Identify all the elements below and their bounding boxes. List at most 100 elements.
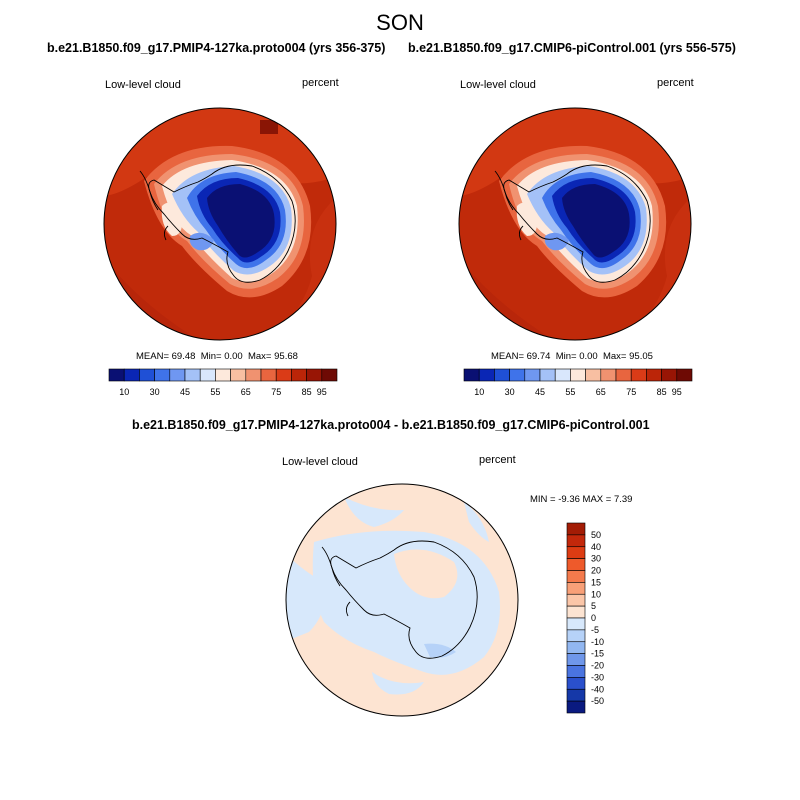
colorbar-swatch [478,368,495,382]
colorbar-swatch [566,665,586,678]
colorbar-swatch [566,570,586,583]
colorbar-swatch [570,368,586,382]
colorbar-tick-label: 40 [591,542,601,552]
colorbar-swatch [154,368,171,382]
right-max-value: 95.05 [629,351,653,362]
colorbar-tick-label: -20 [591,661,604,671]
diff-units-label: percent [479,454,516,466]
colorbar-tick-label: -15 [591,649,604,659]
colorbar-tick-label: 85 [302,387,312,397]
left-units-label: percent [302,77,339,89]
colorbar-swatch [566,629,586,643]
colorbar-swatch [615,368,632,382]
colorbar-swatch [566,653,586,666]
colorbar-swatch [275,368,292,382]
diff-polar-map [285,483,519,717]
colorbar-swatch [509,368,526,382]
colorbar-tick-label: 45 [535,387,545,397]
colorbar-tick-label: -10 [591,637,604,647]
left-max-label: Max= [247,351,272,362]
colorbar-tick-label: 95 [317,387,327,397]
left-polar-map [103,107,337,341]
colorbar-swatch [260,368,277,382]
diff-map-field [286,484,518,716]
colorbar-swatch [566,700,586,714]
colorbar-swatch [245,368,262,382]
right-units-label: percent [657,77,694,89]
colorbar-swatch [539,368,556,382]
colorbar-tick-label: 10 [119,387,129,397]
right-max-label: Max= [602,351,627,362]
colorbar-swatch [566,558,586,571]
left-mean-label: MEAN= [136,351,169,362]
colorbar-tick-label: 30 [505,387,515,397]
colorbar-tick-label: 45 [180,387,190,397]
colorbar-tick-label: 20 [591,566,601,576]
colorbar-swatch [463,368,480,382]
colorbar-swatch [566,605,586,619]
left-min-value: 0.00 [224,351,243,362]
colorbar-swatch [184,368,201,382]
colorbar-swatch [554,368,571,382]
right-map-field [459,108,691,340]
left-max-value: 95.68 [274,351,298,362]
colorbar-swatch [630,368,647,382]
colorbar-tick-label: 10 [474,387,484,397]
colorbar-tick-label: 5 [591,601,596,611]
diff-minmax: MIN = -9.36 MAX = 7.39 [530,494,633,505]
colorbar-tick-label: 75 [271,387,281,397]
colorbar-swatch [291,368,307,382]
left-stats: MEAN= 69.48 Min= 0.00 Max= 95.68 [136,351,298,362]
colorbar-swatch [585,368,602,382]
colorbar-swatch [646,368,662,382]
left-map-field [104,108,336,340]
colorbar-tick-label: -5 [591,625,599,635]
right-colorbar: 10 30 45 55 65 75 85 95 [463,368,693,397]
right-mean-label: MEAN= [491,351,524,362]
colorbar-tick-label: 30 [150,387,160,397]
colorbar-swatch [566,688,586,702]
colorbar-swatch [676,368,693,382]
colorbar-tick-label: 95 [672,387,682,397]
left-colorbar: 10 30 45 55 65 75 85 95 [108,368,338,397]
right-min-label: Min= [555,351,577,362]
colorbar-tick-label: 85 [657,387,667,397]
colorbar-swatch [600,368,617,382]
colorbar-swatch [566,641,586,654]
left-variable-label: Low-level cloud [105,79,181,91]
colorbar-swatch [321,368,338,382]
figure-title: SON [376,10,424,35]
right-stats: MEAN= 69.74 Min= 0.00 Max= 95.05 [491,351,653,362]
colorbar-tick-label: 75 [626,387,636,397]
colorbar-swatch [566,534,586,548]
colorbar-swatch [566,522,586,536]
colorbar-tick-label: 0 [591,613,596,623]
colorbar-swatch [108,368,125,382]
right-polar-map [458,107,692,341]
colorbar-tick-label: -30 [591,672,604,682]
right-variable-label: Low-level cloud [460,79,536,91]
colorbar-swatch [524,368,541,382]
right-panel-title: b.e21.B1850.f09_g17.CMIP6-piControl.001 … [408,41,736,55]
colorbar-tick-label: 15 [591,577,601,587]
colorbar-swatch [306,368,323,382]
colorbar-swatch [566,677,586,690]
colorbar-swatch [215,368,231,382]
colorbar-tick-label: 65 [241,387,251,397]
colorbar-swatch [230,368,247,382]
diff-variable-label: Low-level cloud [282,456,358,468]
colorbar-swatch [661,368,678,382]
colorbar-tick-label: 10 [591,589,601,599]
colorbar-swatch [199,368,216,382]
colorbar-swatch [494,368,510,382]
colorbar-swatch [566,546,586,559]
right-min-value: 0.00 [579,351,598,362]
left-mean-value: 69.48 [171,351,196,362]
colorbar-tick-label: -50 [591,696,604,706]
colorbar-swatch [123,368,140,382]
left-panel-title: b.e21.B1850.f09_g17.PMIP4-127ka.proto004… [47,41,386,55]
colorbar-tick-label: 55 [565,387,575,397]
colorbar-tick-label: -40 [591,684,604,694]
